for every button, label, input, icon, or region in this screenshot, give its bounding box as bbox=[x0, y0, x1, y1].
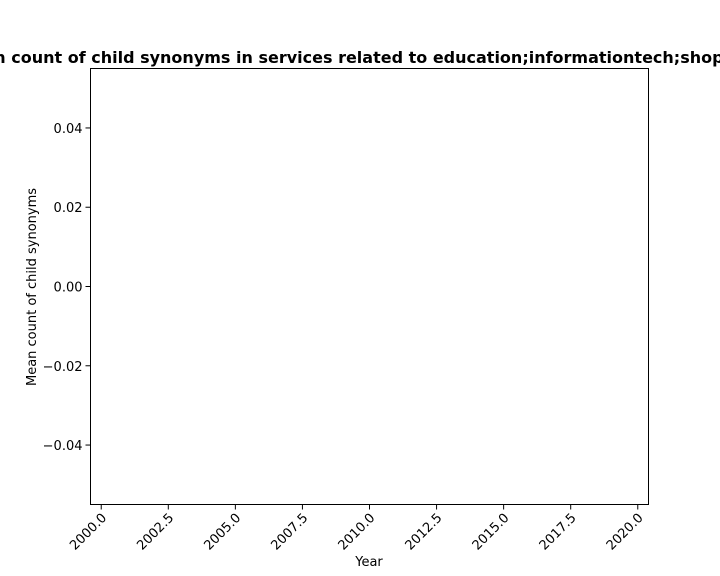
x-tick-label: 2017.5 bbox=[537, 511, 580, 554]
y-axis: −0.04 −0.02 0.00 0.02 0.04 bbox=[43, 122, 91, 454]
x-tick-label: 2010.0 bbox=[336, 511, 379, 554]
x-tick-label: 2002.5 bbox=[134, 511, 177, 554]
y-tick-label: −0.02 bbox=[43, 360, 83, 375]
chart-title: Mean count of child synonyms in services… bbox=[0, 48, 720, 67]
plot-area-frame bbox=[90, 68, 649, 505]
x-tick-label: 2005.0 bbox=[201, 511, 244, 554]
y-axis-label: Mean count of child synonyms bbox=[25, 188, 40, 386]
y-tick-label: 0.00 bbox=[54, 281, 83, 296]
x-tick-label: 2020.0 bbox=[604, 511, 647, 554]
y-tick-label: −0.04 bbox=[43, 439, 83, 454]
x-tick-label: 2012.5 bbox=[403, 511, 446, 554]
x-axis: 2000.0 2002.5 2005.0 2007.5 2010.0 2012.5 2015… bbox=[67, 504, 647, 554]
x-tick-label: 2007.5 bbox=[268, 511, 311, 554]
x-tick-label: 2000.0 bbox=[67, 511, 110, 554]
x-axis-label: Year bbox=[354, 555, 383, 570]
y-tick-label: 0.02 bbox=[54, 201, 83, 216]
x-tick-label: 2015.0 bbox=[470, 511, 513, 554]
y-tick-label: 0.04 bbox=[54, 122, 83, 137]
